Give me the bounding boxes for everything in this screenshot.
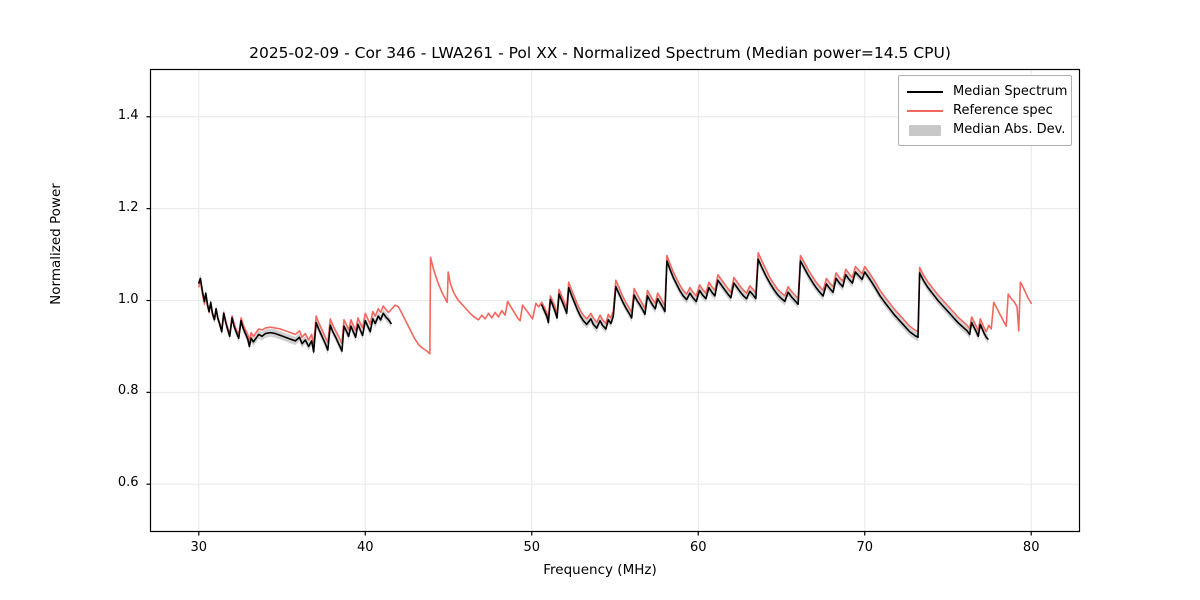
legend-label: Reference spec: [953, 103, 1053, 118]
legend-label: Median Abs. Dev.: [953, 122, 1066, 137]
tick-marks: [146, 116, 1032, 536]
y-tick-label: 1.4: [117, 107, 139, 123]
x-tick-label: 40: [356, 539, 374, 555]
median-abs-dev-band: [198, 255, 988, 357]
legend-item-median-abs-dev[interactable]: Median Abs. Dev.: [907, 120, 1066, 139]
x-tick-label: 30: [190, 539, 208, 555]
legend-item-reference-spec[interactable]: Reference spec: [907, 101, 1063, 120]
y-axis-label: Normalized Power: [48, 183, 64, 305]
x-tick-label: 50: [523, 539, 541, 555]
x-axis-label: Frequency (MHz): [543, 562, 657, 578]
y-tick-label: 0.8: [117, 383, 139, 399]
legend[interactable]: Median Spectrum Reference spec Median Ab…: [898, 75, 1072, 146]
data-series: [197, 251, 1033, 355]
legend-swatch-line: [907, 85, 943, 99]
legend-item-median-spectrum[interactable]: Median Spectrum: [907, 82, 1067, 101]
chart-title: 2025-02-09 - Cor 346 - LWA261 - Pol XX -…: [249, 44, 951, 62]
legend-swatch-line: [907, 104, 943, 118]
legend-label: Median Spectrum: [953, 84, 1068, 99]
x-tick-label: 80: [1022, 539, 1040, 555]
legend-swatch-patch: [907, 123, 943, 137]
y-tick-label: 0.6: [117, 475, 139, 491]
axes-frame: [149, 68, 1081, 533]
x-tick-label: 70: [856, 539, 873, 555]
y-tick-label: 1.0: [117, 291, 139, 307]
x-tick-label: 60: [689, 539, 707, 555]
y-tick-label: 1.2: [117, 199, 139, 215]
